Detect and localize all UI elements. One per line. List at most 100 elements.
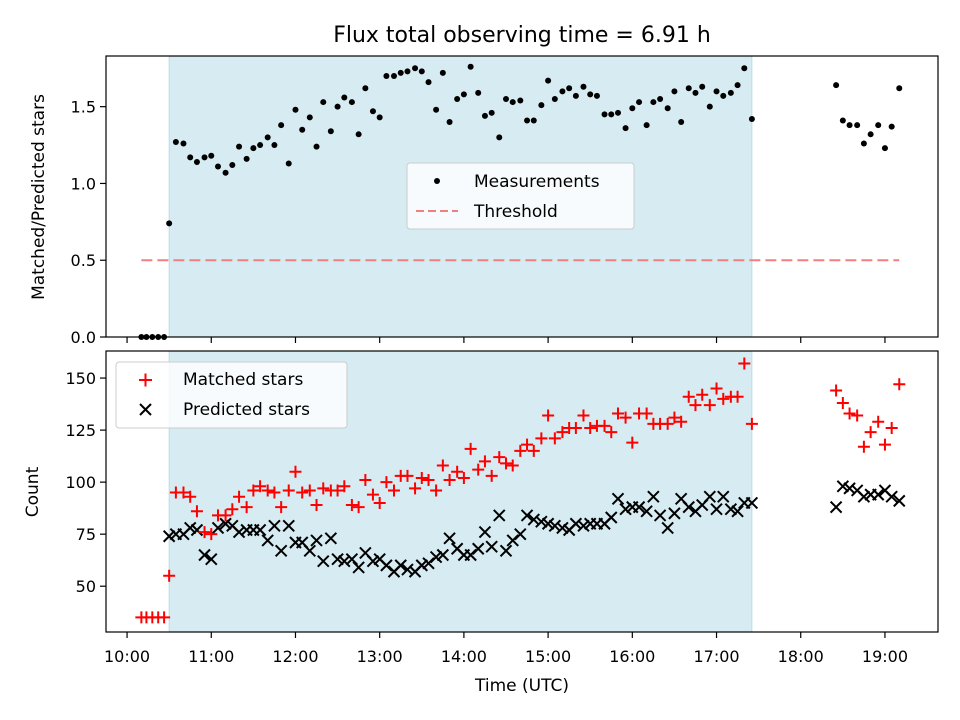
measurement-point (748, 115, 755, 122)
predicted-stars-point (710, 502, 723, 516)
measurement-point (292, 106, 299, 113)
predicted-stars-point (317, 555, 330, 568)
measurement-point (524, 117, 531, 124)
measurement-point (580, 83, 587, 90)
predicted-stars-point (514, 527, 527, 541)
matched-stars-point (731, 390, 744, 403)
measurement-point (264, 134, 271, 141)
matched-stars-point (478, 455, 491, 468)
matched-stars-point (675, 415, 688, 428)
matched-stars-point (219, 509, 232, 522)
matched-stars-point (275, 501, 288, 514)
bottom-legend: Matched stars Predicted stars (115, 361, 348, 429)
predicted-stars-point (569, 517, 583, 530)
predicted-stars-point (219, 517, 232, 530)
measurement-point (720, 92, 727, 99)
predicted-stars-point (162, 530, 176, 543)
predicted-stars-point (253, 523, 267, 537)
predicted-stars-point (190, 523, 204, 537)
measurement-point (692, 89, 699, 96)
matched-stars-point (430, 484, 443, 497)
matched-stars-point (261, 484, 274, 497)
measurement-point (881, 145, 888, 152)
predicted-stars-point (640, 505, 653, 518)
predicted-stars-point (303, 544, 316, 558)
measurement-point (383, 72, 390, 79)
predicted-stars-point (401, 563, 414, 576)
measurement-point (664, 105, 671, 112)
measurement-point (559, 88, 566, 95)
matched-stars-point (830, 384, 843, 397)
matched-stars-point (345, 499, 358, 512)
predicted-stars-point (352, 561, 365, 574)
measurement-point (671, 88, 678, 95)
matched-stars-point (485, 469, 498, 482)
measurement-point (201, 154, 208, 161)
measurement-point (355, 131, 362, 138)
measurement-point (699, 83, 706, 90)
legend-predicted-label: Predicted stars (183, 400, 310, 420)
legend-measurements-label: Measurements (474, 172, 600, 192)
measurement-point (587, 91, 594, 98)
predicted-stars-point (731, 505, 744, 518)
x-tick-label: 16:00 (609, 647, 655, 666)
top-legend-box (406, 162, 635, 230)
measurement-point (376, 114, 383, 121)
bottom-x-axis: 10:00 11:00 12:00 13:00 14:00 15:00 16:00 17:00… (104, 632, 908, 666)
measurement-point (418, 68, 425, 75)
measurement-point (229, 162, 236, 169)
measurement-point (285, 160, 292, 167)
matched-stars-point (415, 471, 428, 484)
matched-stars-point (226, 503, 239, 516)
measurement-point (362, 85, 369, 92)
bottom-axes-frame (105, 350, 939, 633)
matched-stars-point (296, 486, 309, 499)
matched-stars-point (436, 459, 449, 472)
measurement-point (860, 140, 867, 147)
bottom-y-tick-label: 100 (65, 473, 96, 492)
predicted-stars-point (436, 548, 450, 562)
matched-stars-point (872, 415, 885, 428)
top-panel: Flux total observing time = 6.91 h 0.00.… (29, 23, 939, 347)
matched-stars-point (500, 457, 512, 470)
predicted-stars-point (331, 552, 344, 566)
predicted-stars-point (472, 542, 485, 555)
predicted-stars-point (885, 490, 898, 503)
measurement-point (896, 85, 903, 92)
matched-stars-point (893, 378, 906, 391)
measurement-point (636, 99, 643, 106)
matched-stars-point (247, 484, 260, 497)
matched-stars-point (527, 444, 540, 457)
measurement-point (481, 112, 488, 119)
legend-threshold-label: Threshold (473, 202, 558, 222)
measurement-point (215, 163, 221, 170)
top-y-tick-label: 0.5 (71, 251, 96, 270)
measurement-point (734, 82, 741, 89)
predicted-stars-point (632, 500, 646, 514)
matched-stars-point (443, 474, 456, 487)
matched-stars-point (401, 469, 414, 482)
predicted-stars-point (548, 519, 562, 533)
x-tick-label: 19:00 (862, 647, 908, 666)
matched-stars-point (514, 444, 527, 457)
matched-stars-point (317, 482, 330, 495)
matched-stars-point (577, 409, 590, 422)
matched-stars-point (640, 407, 653, 420)
measurement-point (278, 122, 285, 129)
matched-stars-point (612, 407, 624, 420)
matched-stars-point (177, 486, 190, 499)
measurement-point (412, 65, 419, 72)
predicted-stars-point (829, 500, 843, 514)
matched-stars-point (184, 490, 197, 503)
measurement-point (166, 220, 173, 227)
x-axis-label: Time (UTC) (474, 676, 569, 696)
predicted-stars-point (310, 534, 323, 547)
predicted-stars-point (619, 502, 632, 516)
predicted-stars-point (232, 525, 246, 539)
matched-stars-point (605, 426, 618, 439)
measurement-point (545, 77, 552, 84)
matched-stars-point (626, 436, 639, 449)
matched-stars-point (163, 569, 176, 582)
measurement-point (685, 85, 692, 92)
measurement-point (601, 111, 608, 118)
